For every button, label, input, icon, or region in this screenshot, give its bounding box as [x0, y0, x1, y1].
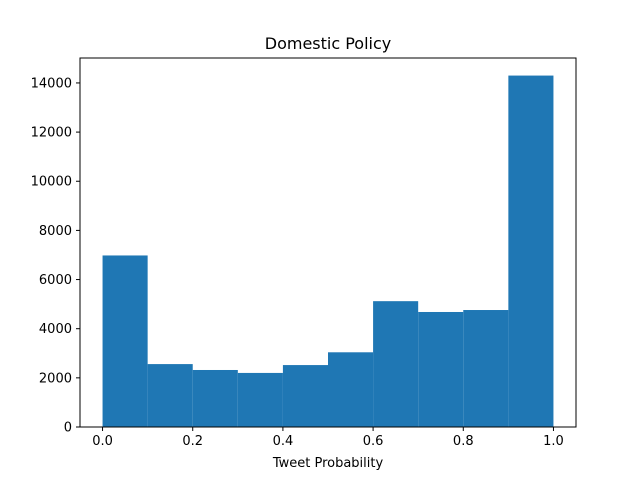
histogram-bar	[418, 311, 464, 427]
histogram-bar	[373, 301, 419, 427]
y-tick-label: 0	[64, 421, 72, 436]
y-tick-label: 10000	[31, 175, 72, 190]
x-tick-label: 0.6	[363, 434, 384, 449]
histogram-bar	[328, 352, 374, 427]
x-axis-ticks: 0.0 0.2 0.4 0.6 0.8 1.0	[92, 427, 564, 449]
y-axis-ticks: 0 2000 4000 6000 8000 10000 12000 14000	[31, 76, 80, 436]
x-tick-label: 0.2	[182, 434, 203, 449]
chart-title: Domestic Policy	[265, 34, 392, 53]
y-tick-label: 4000	[39, 322, 72, 337]
y-tick-label: 6000	[39, 273, 72, 288]
x-axis-title: Tweet Probability	[272, 456, 384, 471]
histogram-bar	[147, 364, 193, 427]
histogram-bar	[282, 365, 328, 427]
bars-group	[102, 75, 554, 427]
histogram-bar	[463, 310, 509, 427]
histogram-bar	[192, 369, 238, 427]
histogram-bar	[508, 75, 554, 427]
plot-frame	[79, 57, 577, 428]
histogram-bar	[237, 372, 283, 427]
y-tick-label: 8000	[39, 224, 72, 239]
x-tick-label: 0.8	[453, 434, 474, 449]
x-tick-label: 0.4	[273, 434, 294, 449]
histogram-bar	[102, 255, 148, 427]
y-tick-label: 2000	[39, 371, 72, 386]
x-tick-label: 0.0	[92, 434, 113, 449]
y-tick-label: 14000	[31, 76, 72, 91]
y-tick-label: 12000	[31, 126, 72, 141]
x-tick-label: 1.0	[543, 434, 564, 449]
